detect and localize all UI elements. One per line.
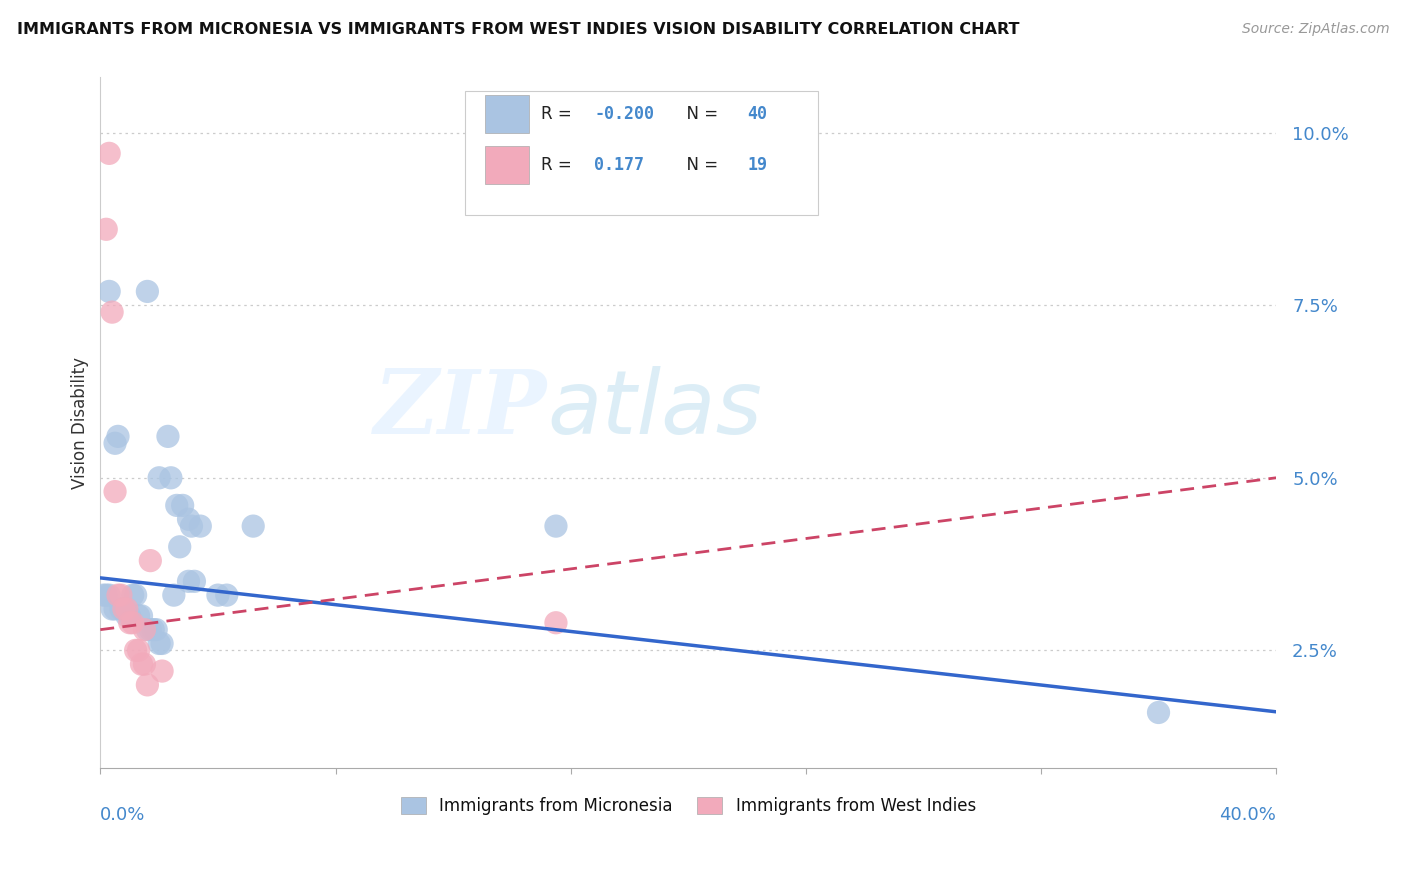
Legend: Immigrants from Micronesia, Immigrants from West Indies: Immigrants from Micronesia, Immigrants f… <box>394 790 983 822</box>
Point <box>150 636 173 650</box>
Point <box>177 574 200 589</box>
Point <box>107 429 129 443</box>
Point <box>131 657 153 672</box>
Point <box>215 588 238 602</box>
Point <box>98 146 121 161</box>
Point <box>128 608 150 623</box>
Point <box>169 540 191 554</box>
Text: 40.0%: 40.0% <box>1219 805 1277 823</box>
Text: 19: 19 <box>747 156 768 175</box>
FancyBboxPatch shape <box>485 95 530 133</box>
Point <box>142 623 165 637</box>
Point <box>107 588 129 602</box>
Text: 0.0%: 0.0% <box>100 805 146 823</box>
Point <box>150 664 173 678</box>
Point <box>101 305 124 319</box>
Point <box>118 608 141 623</box>
Point <box>115 608 138 623</box>
Point <box>118 615 141 630</box>
Point <box>112 602 135 616</box>
Point <box>124 643 146 657</box>
Text: N =: N = <box>676 104 724 123</box>
Point <box>96 222 118 236</box>
Point <box>128 643 150 657</box>
Point <box>188 519 211 533</box>
Point <box>177 512 200 526</box>
Point <box>163 588 186 602</box>
Point <box>98 588 121 602</box>
Point <box>134 657 156 672</box>
Text: R =: R = <box>541 156 578 175</box>
Point <box>131 608 153 623</box>
Point <box>112 602 135 616</box>
Point <box>91 588 114 602</box>
Point <box>242 519 264 533</box>
Point <box>110 588 132 602</box>
Point <box>145 623 167 637</box>
Text: -0.200: -0.200 <box>595 104 654 123</box>
Point <box>96 588 118 602</box>
Point <box>136 285 159 299</box>
Point <box>134 623 156 637</box>
Point <box>172 499 194 513</box>
FancyBboxPatch shape <box>485 146 530 185</box>
Text: N =: N = <box>676 156 724 175</box>
Point <box>121 588 143 602</box>
Point <box>148 636 170 650</box>
Text: IMMIGRANTS FROM MICRONESIA VS IMMIGRANTS FROM WEST INDIES VISION DISABILITY CORR: IMMIGRANTS FROM MICRONESIA VS IMMIGRANTS… <box>17 22 1019 37</box>
Point <box>183 574 205 589</box>
Point <box>124 588 146 602</box>
Point <box>139 554 162 568</box>
Point <box>121 615 143 630</box>
Point <box>98 285 121 299</box>
Point <box>136 623 159 637</box>
Point <box>1147 706 1170 720</box>
FancyBboxPatch shape <box>465 91 817 216</box>
Point <box>104 602 127 616</box>
Text: ZIP: ZIP <box>374 366 547 452</box>
Point <box>166 499 188 513</box>
Text: 0.177: 0.177 <box>595 156 644 175</box>
Text: Source: ZipAtlas.com: Source: ZipAtlas.com <box>1241 22 1389 37</box>
Point <box>104 484 127 499</box>
Point <box>180 519 202 533</box>
Y-axis label: Vision Disability: Vision Disability <box>72 357 89 489</box>
Point <box>110 602 132 616</box>
Text: 40: 40 <box>747 104 768 123</box>
Text: atlas: atlas <box>547 366 762 451</box>
Point <box>101 602 124 616</box>
Point <box>104 436 127 450</box>
Text: R =: R = <box>541 104 578 123</box>
Point <box>207 588 229 602</box>
Point <box>139 623 162 637</box>
Point <box>544 519 567 533</box>
Point <box>115 602 138 616</box>
Point <box>544 615 567 630</box>
Point <box>148 471 170 485</box>
Point <box>136 678 159 692</box>
Point <box>160 471 183 485</box>
Point <box>156 429 179 443</box>
